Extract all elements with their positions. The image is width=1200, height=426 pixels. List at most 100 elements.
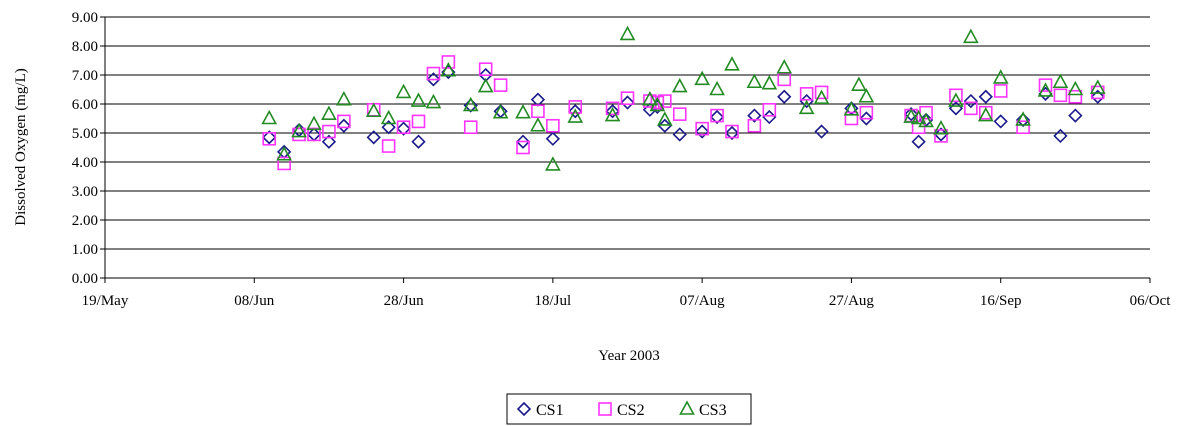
- data-point-cs2: [478, 62, 493, 77]
- data-point-cs2: [337, 114, 351, 129]
- data-point-cs1: [366, 130, 381, 145]
- x-tick-label: 28/Jun: [384, 293, 425, 309]
- data-point-cs3: [858, 88, 875, 103]
- data-point-cs3: [462, 96, 479, 112]
- data-point-cs2: [934, 129, 948, 143]
- data-point-cs2: [814, 85, 829, 100]
- data-point-cs1: [859, 111, 874, 126]
- data-point-cs1: [672, 127, 687, 142]
- data-point-cs2: [844, 111, 859, 126]
- data-point-cs3: [425, 93, 442, 109]
- legend: CS1 CS2 CS3: [506, 393, 752, 425]
- x-tick-label: 16/Sep: [980, 293, 1022, 309]
- series-cs3: [261, 25, 1106, 171]
- data-point-cs1: [904, 107, 919, 122]
- y-tick-label: 3.00: [72, 184, 98, 200]
- data-point-cs2: [262, 132, 277, 146]
- data-point-cs1: [321, 134, 337, 149]
- data-point-cs1: [1015, 112, 1031, 128]
- data-point-cs1: [411, 134, 426, 149]
- data-point-cs3: [724, 56, 740, 71]
- data-point-cs2: [307, 127, 321, 142]
- data-point-cs3: [306, 115, 322, 131]
- data-point-cs3: [656, 111, 673, 126]
- data-point-cs2: [1016, 120, 1030, 134]
- data-point-cs3: [336, 90, 352, 106]
- legend-marker-cs1: [516, 401, 532, 417]
- data-point-cs3: [948, 92, 964, 107]
- data-point-cs3: [649, 96, 666, 112]
- data-point-cs2: [322, 124, 336, 139]
- data-point-cs3: [1067, 80, 1084, 96]
- data-point-cs3: [843, 101, 860, 116]
- data-point-cs2: [620, 91, 635, 105]
- data-point-cs3: [992, 69, 1009, 84]
- data-point-cs3: [440, 61, 457, 77]
- data-point-cs3: [567, 108, 584, 123]
- data-point-cs3: [395, 83, 412, 99]
- data-point-cs1: [463, 98, 478, 113]
- data-point-cs1: [396, 121, 411, 136]
- data-point-cs1: [933, 127, 949, 142]
- data-point-cs3: [694, 70, 710, 86]
- data-point-cs3: [851, 76, 867, 91]
- data-point-cs2: [493, 78, 508, 92]
- data-point-cs3: [321, 105, 337, 120]
- data-point-cs3: [604, 106, 621, 122]
- data-point-cs3: [530, 117, 546, 132]
- data-point-cs3: [291, 122, 307, 138]
- data-point-cs1: [568, 104, 583, 119]
- data-point-cs2: [710, 108, 724, 123]
- data-point-cs3: [545, 156, 561, 171]
- data-point-cs1: [814, 124, 829, 139]
- data-point-cs3: [776, 59, 793, 74]
- data-point-cs1: [515, 134, 531, 149]
- data-point-cs2: [672, 107, 687, 121]
- data-point-cs1: [426, 72, 441, 87]
- data-point-cs2: [396, 120, 411, 134]
- data-point-cs3: [1037, 82, 1054, 97]
- data-point-cs1: [545, 131, 560, 146]
- legend-label-cs3: CS3: [699, 402, 727, 419]
- data-point-cs3: [761, 75, 778, 90]
- data-point-cs1: [709, 109, 725, 125]
- data-point-cs2: [441, 55, 456, 69]
- data-point-cs1: [336, 118, 351, 133]
- data-point-cs3: [261, 109, 278, 125]
- y-tick-label: 0.00: [72, 271, 98, 287]
- data-point-cs3: [918, 112, 934, 128]
- y-tick-label: 9.00: [72, 10, 98, 26]
- legend-label-cs2: CS2: [617, 402, 645, 419]
- data-point-cs1: [1053, 128, 1068, 144]
- legend-marker-cs2: [598, 402, 612, 416]
- data-point-cs1: [747, 108, 762, 123]
- data-point-cs3: [1052, 73, 1069, 89]
- data-point-cs3: [977, 106, 994, 122]
- data-point-cs1: [605, 104, 620, 119]
- data-point-cs1: [724, 125, 740, 141]
- y-tick-label: 4.00: [72, 155, 98, 171]
- axes: [100, 16, 1151, 283]
- data-point-cs2: [277, 156, 291, 171]
- data-point-cs2: [747, 118, 762, 133]
- data-point-cs2: [411, 114, 426, 129]
- data-point-cs2: [978, 105, 993, 120]
- data-point-cs2: [1053, 88, 1068, 103]
- data-points: [261, 25, 1106, 171]
- data-point-cs2: [762, 103, 777, 117]
- y-tick-label: 5.00: [72, 126, 98, 142]
- y-axis-title: Dissolved Oxygen (mg/L): [13, 68, 29, 225]
- data-point-cs2: [949, 88, 963, 103]
- legend-label-cs1: CS1: [536, 402, 564, 419]
- data-point-cs3: [746, 73, 763, 89]
- x-tick-label: 08/Jun: [234, 293, 275, 309]
- data-point-cs1: [777, 89, 792, 104]
- data-point-cs1: [620, 95, 635, 110]
- x-tick-labels: 19/May 08/Jun 28/Jun 18/Jul 07/Aug 27/Aug 16/S…: [82, 293, 1172, 309]
- data-point-cs3: [671, 77, 688, 93]
- y-tick-label: 7.00: [72, 68, 98, 84]
- x-tick-label: 27/Aug: [829, 293, 875, 309]
- data-point-cs1: [262, 130, 277, 145]
- data-point-cs2: [993, 84, 1008, 98]
